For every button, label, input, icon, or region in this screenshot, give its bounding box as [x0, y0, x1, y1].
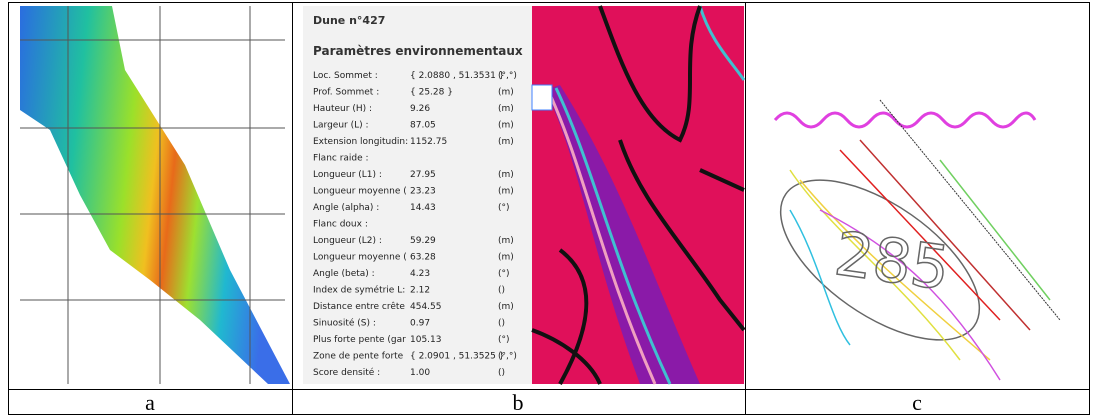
- parameter-label: Loc. Sommet :: [313, 71, 378, 81]
- parameter-label: Angle (beta) :: [313, 269, 375, 279]
- parameter-value: 1.00: [410, 368, 430, 378]
- annotation: 285: [831, 219, 954, 304]
- parameter-unit: (°,°): [498, 352, 517, 362]
- parameter-value: { 2.0901 , 51.3525 }: [410, 352, 504, 362]
- panel-label: b: [513, 390, 524, 415]
- parameter-unit: (): [498, 319, 505, 329]
- parameter-label: Prof. Sommet :: [313, 88, 379, 98]
- parameter-label: Angle (alpha) :: [313, 203, 379, 213]
- contour-map: [532, 6, 744, 384]
- parameter-unit: (m): [498, 88, 514, 98]
- parameter-value: 27.95: [410, 170, 436, 180]
- section-title: Paramètres environnementaux: [313, 44, 523, 58]
- parameter-unit: (m): [498, 170, 514, 180]
- parameter-value: 0.97: [410, 319, 430, 329]
- parameter-value: 9.26: [410, 104, 430, 114]
- parameter-unit: (°,°): [498, 71, 517, 81]
- parameter-value: 87.05: [410, 121, 436, 131]
- parameter-unit: (°): [498, 203, 510, 213]
- parameter-unit: (m): [498, 236, 514, 246]
- parameter-unit: (°): [498, 269, 510, 279]
- parameter-unit: (): [498, 368, 505, 378]
- parameter-label: Hauteur (H) :: [313, 104, 372, 114]
- window-title: Dune n°427: [313, 14, 385, 27]
- parameter-label: Plus forte pente (gar: [313, 335, 406, 345]
- parameter-label: Index de symétrie L:: [313, 285, 405, 296]
- parameter-unit: (): [498, 286, 505, 296]
- bathymetry-map: [20, 6, 290, 384]
- parameter-label: Zone de pente forte: [313, 352, 404, 362]
- parameter-label: Distance entre crête: [313, 301, 405, 312]
- parameter-label: Score densité :: [313, 367, 380, 378]
- parameter-value: 23.23: [410, 187, 436, 197]
- parameter-label: Longueur moyenne (: [313, 187, 407, 197]
- parameter-value: 454.55: [410, 302, 442, 312]
- parameter-value: 4.23: [410, 269, 430, 279]
- parameter-unit: (°): [498, 335, 510, 345]
- parameter-unit: (m): [498, 104, 514, 114]
- parameter-unit: (m): [498, 187, 514, 197]
- parameter-label: Extension longitudin:: [313, 137, 408, 147]
- parameter-unit: (m): [498, 253, 514, 263]
- parameter-value: 105.13: [410, 335, 442, 345]
- parameter-value: 2.12: [410, 286, 430, 296]
- parameter-label: Largeur (L) :: [313, 121, 369, 131]
- panel-label: a: [145, 390, 155, 415]
- parameter-label: Flanc doux :: [313, 220, 368, 230]
- parameter-unit: (m): [498, 137, 514, 147]
- parameter-label: Longueur moyenne (: [313, 253, 407, 263]
- parameter-unit: (m): [498, 121, 514, 131]
- parameter-label: Longueur (L1) :: [313, 170, 382, 180]
- parameter-value: 1152.75: [410, 137, 447, 147]
- parameter-value: 14.43: [410, 203, 436, 213]
- parameter-value: 59.29: [410, 236, 436, 246]
- figure: Dune n°427 Paramètres environnementaux L…: [0, 0, 1094, 417]
- parameter-label: Longueur (L2) :: [313, 236, 382, 246]
- parameter-unit: (m): [498, 302, 514, 312]
- parameter-label: Sinuosité (S) :: [313, 318, 376, 329]
- parameter-value: { 2.0880 , 51.3531 }: [410, 71, 504, 81]
- parameter-value: 63.28: [410, 253, 436, 263]
- parameter-value: { 25.28 }: [410, 88, 453, 98]
- panel-label: c: [912, 390, 922, 415]
- parameter-label: Flanc raide :: [313, 154, 369, 164]
